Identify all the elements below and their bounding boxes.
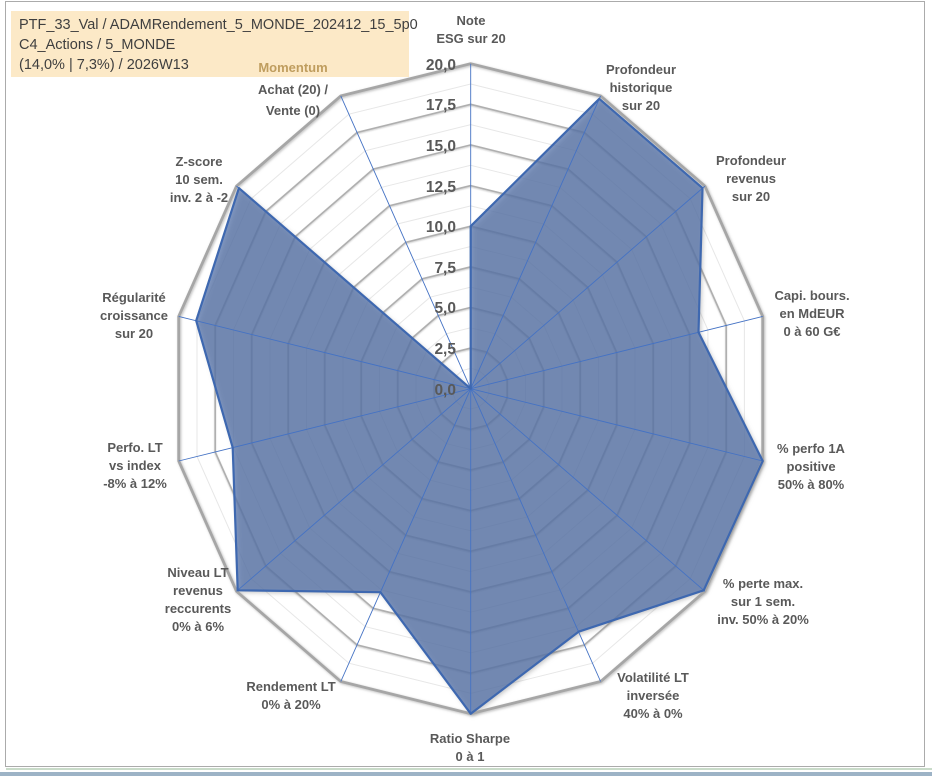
radial-tick-label: 15,0 <box>425 137 456 155</box>
axis-line <box>470 315 763 390</box>
category-label-line: Niveau LT <box>167 565 229 580</box>
category-label-line: 0% à 20% <box>261 697 321 712</box>
category-label: Niveau LT revenus reccurents 0% à 6% <box>165 564 231 636</box>
axis-line <box>178 388 471 462</box>
axis-line <box>470 95 602 389</box>
category-label-line: sur 20 <box>731 189 771 204</box>
category-label-line: % perte max. <box>722 576 804 591</box>
category-label-line: Ratio Sharpe <box>429 731 511 746</box>
sheet-gridline-artifact <box>6 768 932 770</box>
title-line-3: (14,0% | 7,3%) / 2026W13 <box>19 57 189 73</box>
category-label-line: Z-score <box>175 154 223 169</box>
category-label: Momentum Achat (20) / Vente (0) <box>258 57 328 122</box>
category-label: Perfo. LT vs index -8% à 12% <box>103 439 167 493</box>
category-label-line: -8% à 12% <box>103 476 167 491</box>
category-label-line: 10 sem. <box>175 172 223 187</box>
data-polygon-fill <box>196 98 763 714</box>
category-label-line: vs index <box>108 458 162 473</box>
category-label: Ratio Sharpe 0 à 1 <box>430 730 510 766</box>
category-label: Régularité croissance sur 20 <box>100 289 168 343</box>
axis-line <box>340 388 472 682</box>
category-label-line: revenus <box>173 583 223 598</box>
category-label-line: sur 20 <box>621 98 661 113</box>
category-label-line: Profondeur <box>605 62 677 77</box>
radial-tick-label: 12,5 <box>425 178 456 196</box>
axis-line <box>470 185 706 390</box>
category-label-line: Vente (0) <box>265 102 321 118</box>
window-edge-artifact <box>0 772 932 776</box>
category-label-line: Note <box>456 13 486 28</box>
category-label: Note ESG sur 20 <box>436 12 505 48</box>
chart-title-box: PTF_33_Val / ADAMRendement_5_MONDE_20241… <box>11 11 418 77</box>
category-label-line: 40% à 0% <box>623 706 683 721</box>
category-label: % perfo 1A positive 50% à 80% <box>777 440 845 494</box>
momentum-accent-label: Momentum <box>258 59 328 75</box>
category-label-line: 0 à 60 G€ <box>783 324 841 339</box>
category-label-line: inv. 2 à -2 <box>169 190 229 205</box>
category-label-line: Profondeur <box>715 153 787 168</box>
category-label: Profondeur revenus sur 20 <box>716 152 786 206</box>
category-label-line: Rendement LT <box>246 679 336 694</box>
category-label: % perte max. sur 1 sem. inv. 50% à 20% <box>717 575 809 629</box>
category-label-line: positive <box>786 459 836 474</box>
category-label-line: en MdEUR <box>779 306 845 321</box>
category-label: Capi. bours. en MdEUR 0 à 60 G€ <box>774 287 849 341</box>
axis-line <box>236 388 471 592</box>
category-label-line: 0 à 1 <box>455 749 485 764</box>
axis-line <box>470 388 706 592</box>
category-label-line: revenus <box>726 171 776 186</box>
radial-tick-label: 7,5 <box>434 259 456 277</box>
radial-tick-label: 20,0 <box>425 56 456 74</box>
category-label-line: sur 20 <box>114 326 154 341</box>
radial-tick-label: 0,0 <box>434 381 456 399</box>
axis-line <box>470 388 763 462</box>
category-label: Rendement LT 0% à 20% <box>246 678 335 714</box>
category-label-line: sur 1 sem. <box>730 594 796 609</box>
category-label-line: % perfo 1A <box>777 441 845 456</box>
category-label: Z-score 10 sem. inv. 2 à -2 <box>170 153 228 207</box>
radial-tick-label: 17,5 <box>425 97 456 115</box>
category-label-line: Régularité <box>102 290 166 305</box>
category-label-line: Capi. bours. <box>774 288 850 303</box>
category-label-line: Volatilité LT <box>617 670 689 685</box>
category-label-line: Perfo. LT <box>107 440 163 455</box>
category-label-line: inversée <box>626 688 680 703</box>
axis-line <box>178 315 471 390</box>
category-label-line: ESG sur 20 <box>436 31 506 46</box>
title-line-2: C4_Actions / 5_MONDE <box>19 37 176 53</box>
category-label: Profondeur historique sur 20 <box>606 61 676 115</box>
category-label-line: 50% à 80% <box>777 477 845 492</box>
category-label-line: 0% à 6% <box>171 619 225 634</box>
title-line-1: PTF_33_Val / ADAMRendement_5_MONDE_20241… <box>19 17 418 33</box>
category-label-line: Achat (20) / <box>257 81 329 97</box>
category-label-line: reccurents <box>164 601 232 616</box>
data-polygon-border <box>195 97 764 715</box>
radial-tick-label: 10,0 <box>425 219 456 237</box>
category-label-line: croissance <box>100 308 168 323</box>
category-label-line: historique <box>609 80 673 95</box>
radial-tick-label: 5,0 <box>434 300 456 318</box>
radial-tick-label: 2,5 <box>434 341 456 359</box>
category-label: Volatilité LT inversée 40% à 0% <box>617 669 689 723</box>
axis-line <box>340 95 472 389</box>
category-label-line: inv. 50% à 20% <box>717 612 809 627</box>
